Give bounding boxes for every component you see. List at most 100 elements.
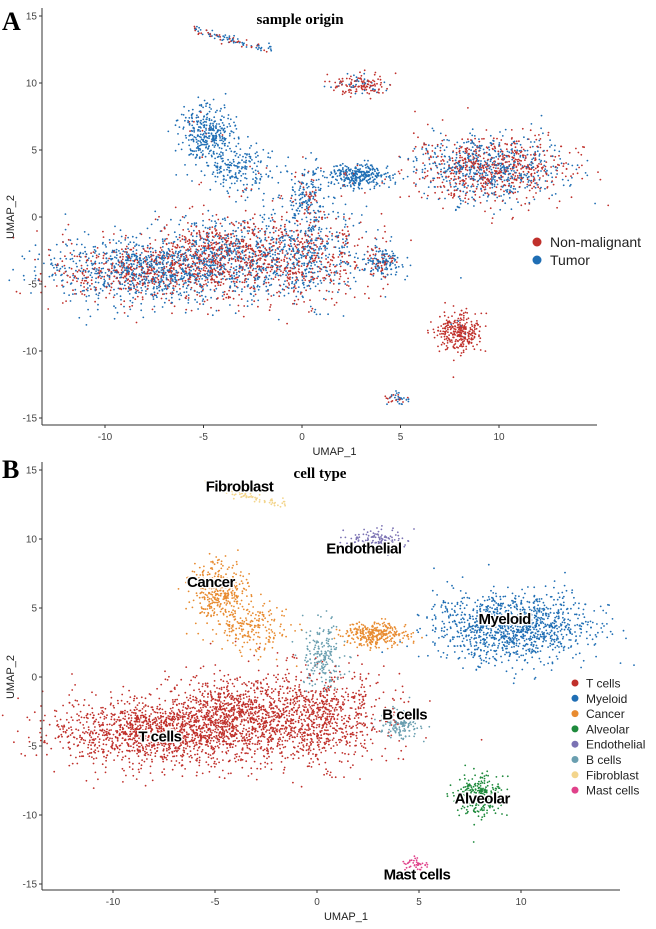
data-point [532, 180, 535, 183]
data-point [187, 222, 189, 224]
data-point [170, 296, 173, 299]
data-point [473, 326, 476, 329]
data-point [440, 170, 442, 173]
data-point [386, 87, 388, 90]
data-point [452, 330, 455, 333]
data-point [147, 279, 150, 282]
data-point [244, 173, 247, 175]
data-point [228, 134, 231, 137]
data-point [161, 238, 164, 241]
data-point [198, 291, 201, 294]
data-point [287, 156, 290, 159]
data-point [372, 259, 375, 262]
data-point [500, 167, 503, 170]
data-point [527, 171, 530, 174]
data-point [441, 119, 444, 121]
data-point [187, 228, 190, 231]
data-point [198, 263, 201, 265]
data-point [199, 254, 202, 257]
data-point [347, 277, 349, 280]
data-point [441, 163, 443, 165]
data-point [50, 258, 52, 261]
data-point [372, 257, 374, 260]
data-point [432, 156, 435, 158]
data-point [198, 104, 201, 107]
data-point [392, 177, 394, 179]
data-point [193, 244, 195, 247]
data-point [521, 165, 524, 167]
data-point [515, 198, 518, 200]
data-point [218, 232, 221, 234]
data-point [510, 148, 513, 151]
data-point [179, 240, 182, 242]
data-point [223, 217, 226, 220]
data-point [287, 262, 290, 265]
data-point [226, 145, 229, 148]
data-point [224, 234, 227, 237]
data-point [459, 166, 462, 169]
data-point [338, 250, 341, 253]
data-point [176, 238, 179, 241]
data-point [34, 266, 37, 268]
data-point [344, 262, 347, 265]
data-point [289, 266, 292, 269]
data-point [55, 243, 58, 246]
data-point [172, 241, 175, 244]
data-point [381, 257, 384, 260]
data-point [281, 231, 283, 234]
data-point [208, 232, 210, 235]
data-point [486, 192, 489, 195]
data-point [251, 184, 254, 186]
data-point [461, 335, 464, 338]
data-point [352, 190, 355, 192]
data-point [497, 167, 499, 170]
data-point [552, 183, 555, 186]
data-point [526, 178, 529, 181]
data-point [543, 154, 546, 157]
data-point [531, 145, 534, 148]
data-point [517, 160, 519, 163]
data-point [551, 180, 554, 183]
data-point [63, 272, 65, 275]
data-point [76, 255, 79, 258]
data-point [325, 269, 327, 272]
data-point [390, 273, 393, 276]
data-point [54, 272, 56, 274]
data-point [205, 249, 208, 252]
data-point [296, 248, 299, 251]
data-point [95, 270, 97, 272]
data-point [259, 246, 261, 249]
data-point [199, 121, 202, 124]
data-point [188, 268, 191, 271]
data-point [507, 184, 510, 187]
data-point [292, 248, 294, 251]
data-point [413, 166, 416, 168]
data-point [504, 142, 507, 145]
data-point [211, 256, 214, 259]
data-point [506, 180, 509, 183]
data-point [119, 256, 122, 259]
data-point [448, 165, 450, 167]
data-point [451, 341, 453, 343]
data-point [228, 273, 231, 276]
data-point [462, 317, 465, 319]
data-point [388, 186, 390, 189]
data-point [180, 148, 183, 151]
data-point [304, 234, 307, 237]
data-point [266, 165, 268, 167]
data-point [350, 172, 353, 175]
data-point [338, 278, 341, 280]
data-point [497, 153, 500, 156]
data-point [200, 170, 203, 173]
data-point [482, 194, 485, 197]
data-point [295, 295, 298, 298]
data-point [305, 272, 307, 275]
data-point [192, 253, 195, 256]
data-point [490, 144, 493, 147]
data-point [262, 205, 265, 208]
data-point [291, 282, 293, 285]
data-point [528, 175, 530, 178]
data-point [187, 242, 190, 245]
data-point [328, 253, 331, 256]
data-point [94, 272, 96, 275]
